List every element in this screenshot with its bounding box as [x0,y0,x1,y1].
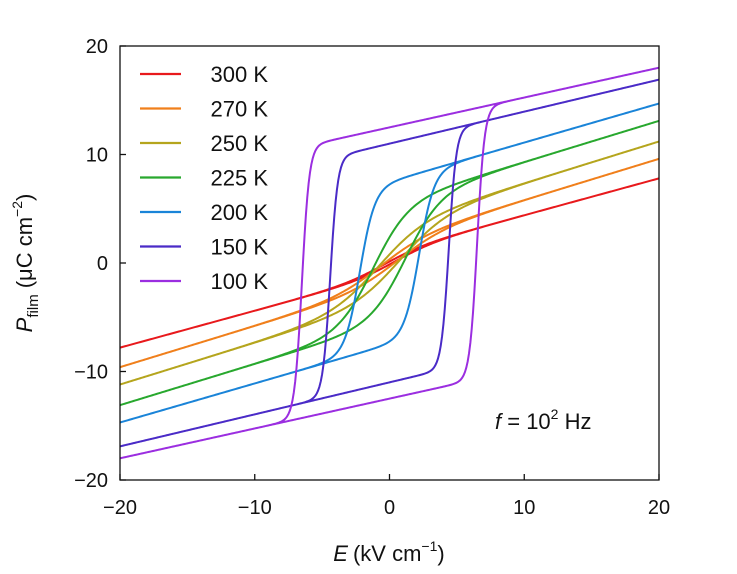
y-axis-unit-close: ) [12,194,37,201]
x-axis-symbol: E [333,541,348,566]
legend-label: 250 K [211,131,269,156]
x-tick-label: −10 [238,497,272,519]
x-tick-label: 10 [513,497,535,519]
y-tick-label: 10 [86,145,108,167]
y-tick-label: −20 [74,470,108,492]
series-curve-300-k [120,177,659,349]
frequency-value: = 10 [501,409,551,434]
x-axis-unit-exp: −1 [421,538,437,554]
y-axis-unit: (μC cm [12,217,37,288]
series-curve-225-k [120,119,659,407]
frequency-symbol: f [495,409,504,434]
series-curve-100-k [120,66,659,460]
x-tick-label: 0 [384,497,395,519]
y-axis-symbol-sub: film [25,294,42,317]
y-axis-label: Pfilm (μC cm−2) [9,194,42,333]
series-curve-200-k [120,102,659,424]
frequency-exp: 2 [551,406,559,422]
x-axis-unit: (kV cm [353,541,421,566]
legend-label: 150 K [211,235,269,260]
x-axis-label: E (kV cm−1) [333,538,444,566]
legend-label: 200 K [211,200,269,225]
frequency-unit: Hz [558,409,591,434]
series-curves [120,66,659,460]
legend-label: 270 K [211,97,269,122]
axis-ticks: −20 −10 0 10 20 −20 −10 0 10 20 [74,36,670,519]
y-tick-label: −10 [74,362,108,384]
y-tick-label: 0 [97,253,108,275]
x-axis-unit-close: ) [437,541,444,566]
y-axis-symbol: P [12,317,37,332]
series-curve-250-k [120,140,659,386]
frequency-annotation: f = 102 Hz [495,406,591,434]
y-tick-label: 20 [86,36,108,58]
x-tick-label: 20 [648,497,670,519]
legend: 300 K 270 K 250 K 225 K 200 K 150 K 100 K [140,62,268,294]
legend-label: 100 K [211,269,269,294]
series-curve-270-k [120,157,659,369]
legend-label: 300 K [211,62,269,87]
legend-label: 225 K [211,166,269,191]
y-axis-unit-exp: −2 [9,201,25,217]
x-tick-label: −20 [103,497,137,519]
series-curve-150-k [120,78,659,448]
